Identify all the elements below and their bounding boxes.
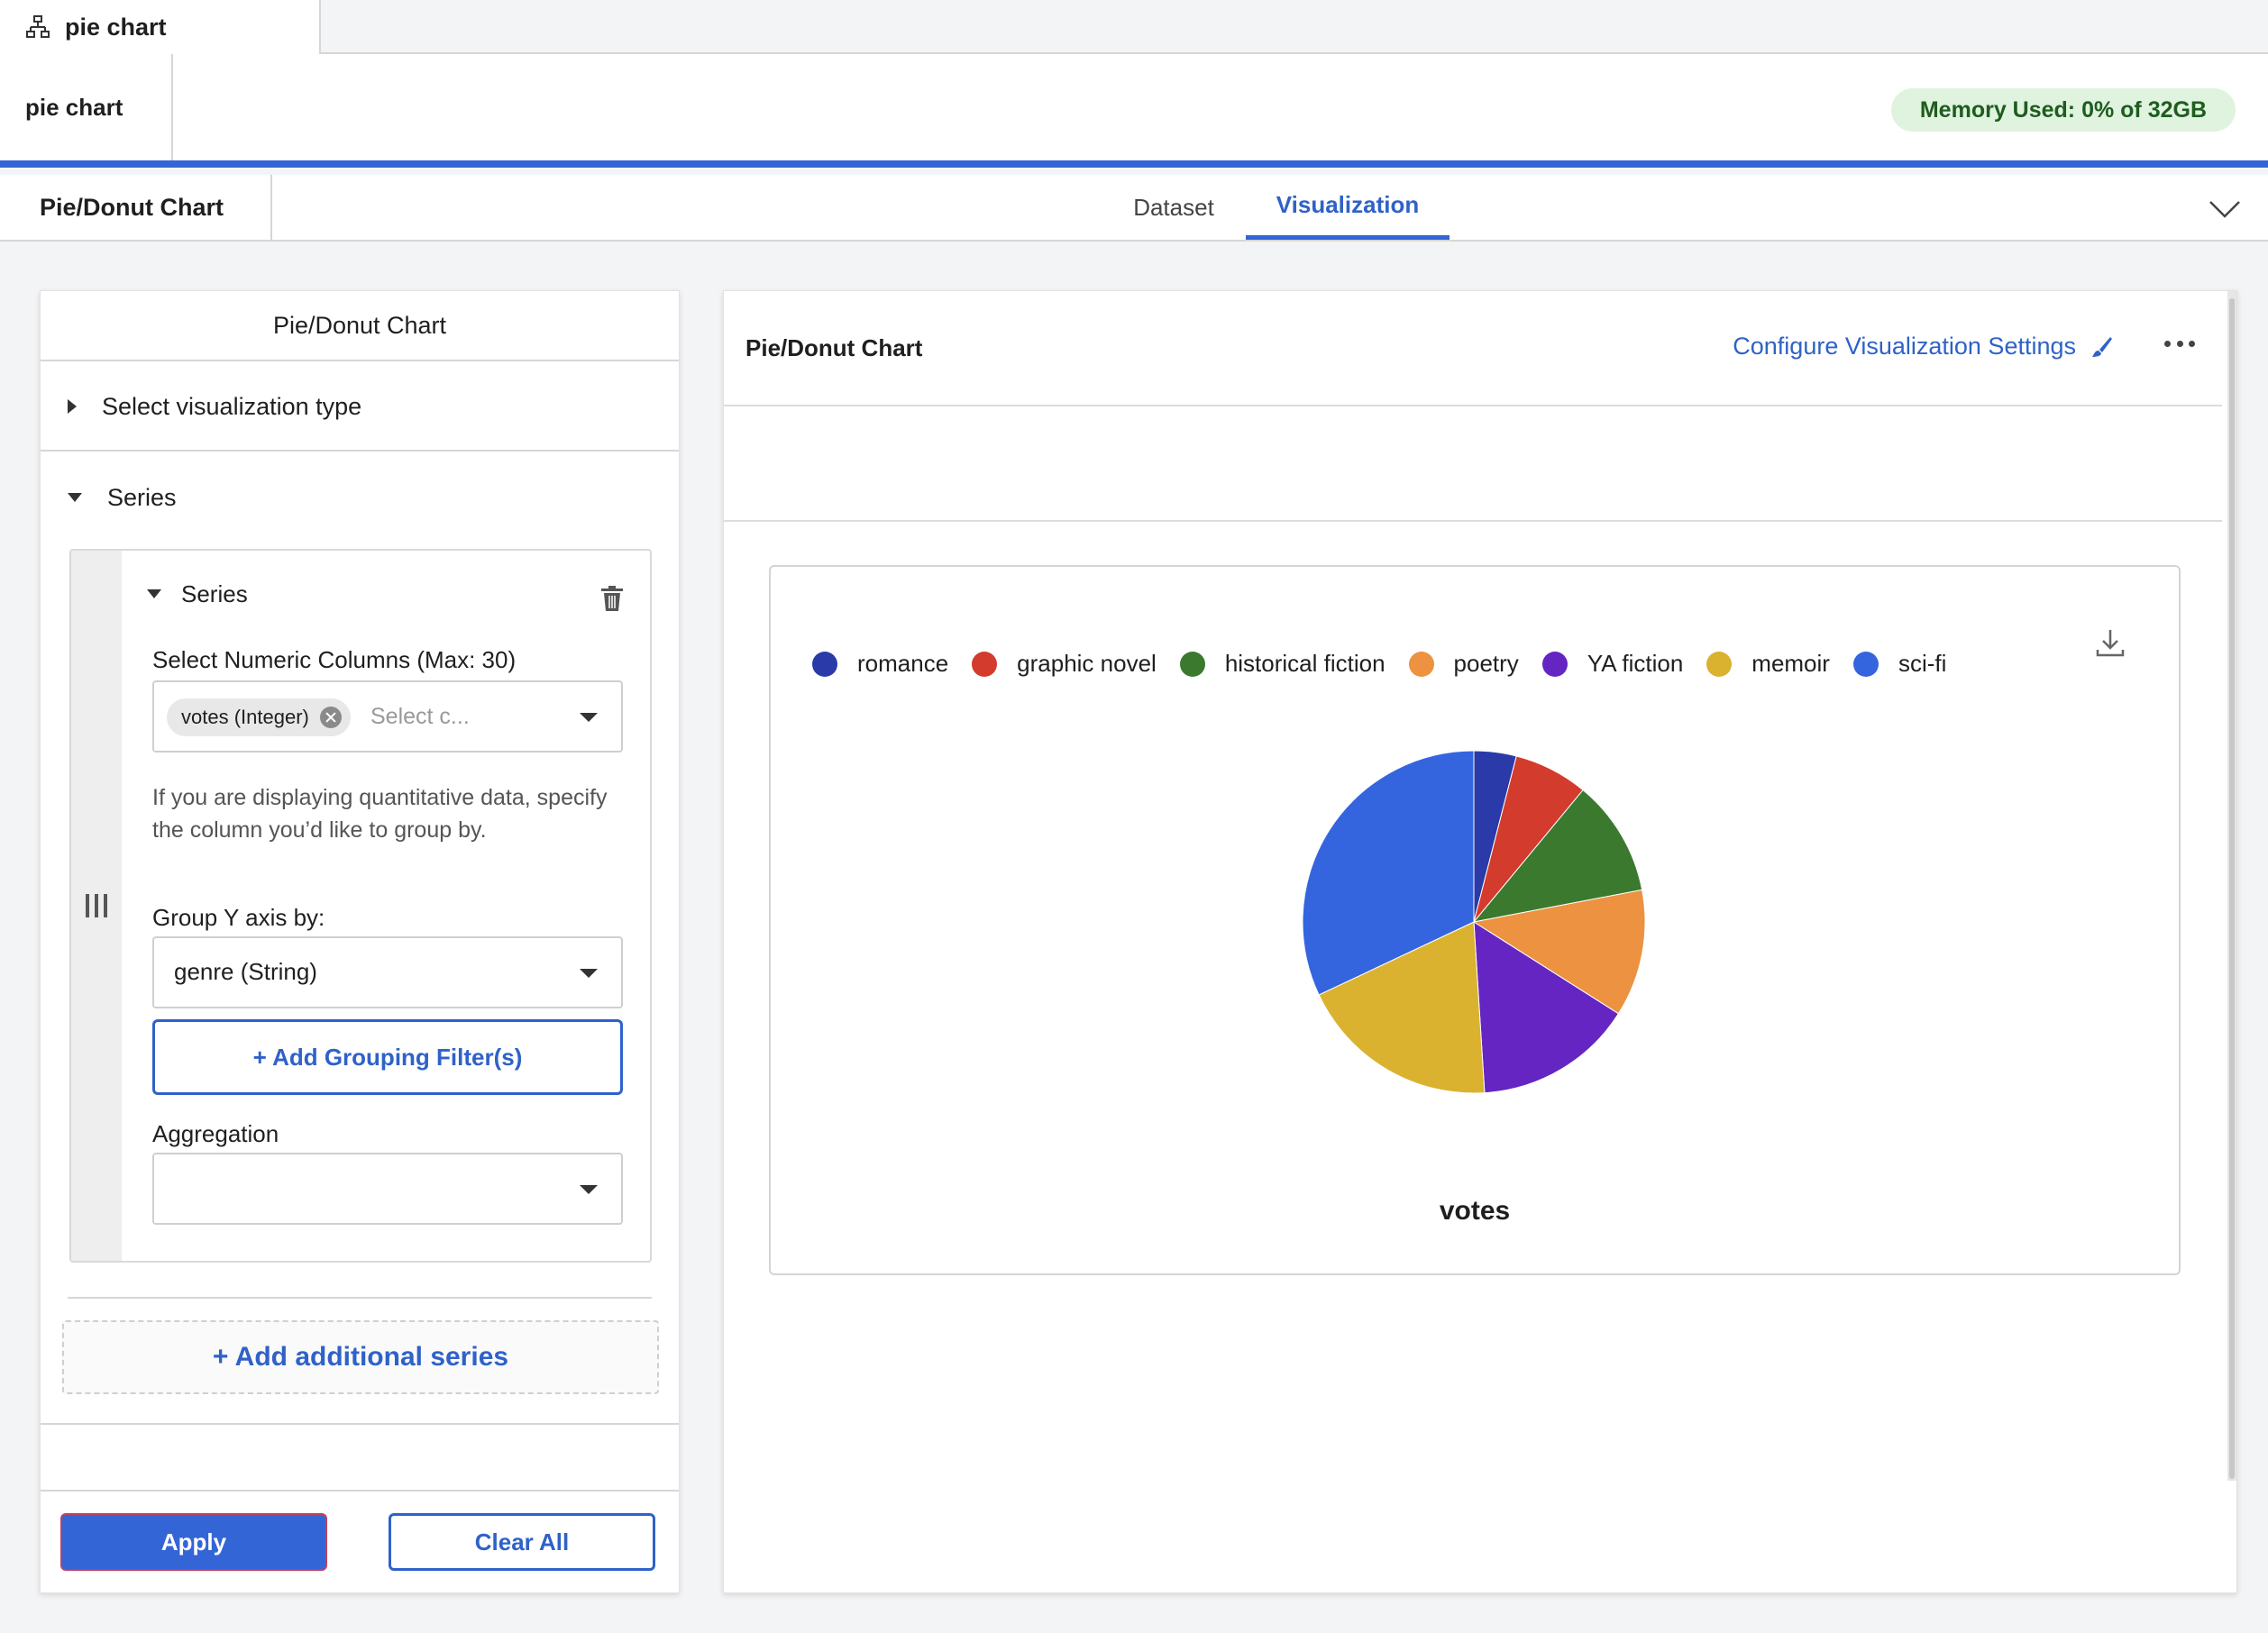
legend-item[interactable]: memoir <box>1706 650 1830 678</box>
configure-settings-label: Configure Visualization Settings <box>1733 333 2076 360</box>
section-label: Select visualization type <box>102 392 362 420</box>
chip-label: votes (Integer) <box>181 706 309 728</box>
legend-swatch <box>1408 651 1434 677</box>
clear-all-button[interactable]: Clear All <box>389 1513 655 1571</box>
section-series[interactable]: Series <box>41 453 679 542</box>
pie-slice-memoir[interactable] <box>1318 921 1486 1094</box>
aggregation-label: Aggregation <box>152 1120 279 1147</box>
section-label: Series <box>107 483 177 511</box>
pie-slice-poetry[interactable] <box>1472 889 1646 1015</box>
legend-swatch <box>1541 651 1568 677</box>
column-chip: votes (Integer) <box>167 698 351 736</box>
pie-slice-ya-fiction[interactable] <box>1473 921 1620 1094</box>
numeric-columns-label: Select Numeric Columns (Max: 30) <box>152 646 517 673</box>
caret-down-icon <box>580 713 598 722</box>
header-title: pie chart <box>0 54 173 160</box>
more-options-icon[interactable] <box>2164 338 2195 349</box>
caret-down-icon <box>147 589 161 598</box>
legend-label: graphic novel <box>1017 650 1157 677</box>
series-title: Series <box>181 579 248 607</box>
legend-item[interactable]: YA fiction <box>1541 650 1684 678</box>
close-icon[interactable] <box>319 707 342 728</box>
top-tab-label: pie chart <box>65 13 167 41</box>
legend-label: YA fiction <box>1587 650 1684 677</box>
chevron-down-icon[interactable] <box>2207 191 2243 227</box>
caret-down-icon <box>580 969 598 978</box>
add-series-button[interactable]: + Add additional series <box>62 1320 659 1394</box>
scrollbar[interactable] <box>2227 291 2236 1481</box>
pie-slice-historical-fiction[interactable] <box>1472 789 1643 923</box>
caret-right-icon <box>68 399 77 414</box>
legend-label: sci-fi <box>1898 650 1947 677</box>
legend-label: historical fiction <box>1224 650 1385 677</box>
legend-item[interactable]: poetry <box>1408 650 1519 678</box>
legend-item[interactable]: historical fiction <box>1179 650 1385 678</box>
chart-legend: romance graphic novel historical fiction po… <box>812 650 1970 678</box>
trash-icon[interactable] <box>599 585 625 612</box>
pie-chart <box>1302 750 1646 1094</box>
divider <box>68 1297 652 1299</box>
caret-down-icon <box>68 493 82 502</box>
configure-settings-link[interactable]: Configure Visualization Settings <box>1733 333 2114 360</box>
numeric-placeholder: Select c... <box>370 704 470 729</box>
series-card: Series Select Numeric Columns (Max: 30) … <box>69 549 652 1263</box>
section-visualization-type[interactable]: Select visualization type <box>41 363 679 452</box>
legend-item[interactable]: romance <box>812 650 948 678</box>
series-toggle[interactable]: Series <box>147 576 248 612</box>
download-icon[interactable] <box>2092 625 2128 661</box>
memory-badge: Memory Used: 0% of 32GB <box>1890 88 2236 132</box>
tab-dataset[interactable]: Dataset <box>1133 193 1214 221</box>
series-config-panel: Pie/Donut Chart Select visualization typ… <box>40 290 680 1593</box>
scrollbar-thumb[interactable] <box>2229 298 2235 1479</box>
legend-swatch <box>972 651 998 677</box>
header: pie chart Memory Used: 0% of 32GB <box>0 54 2268 168</box>
group-by-select[interactable]: genre (String) <box>152 936 623 1008</box>
pie-slice-sci-fi[interactable] <box>1302 750 1475 996</box>
nav-bar: Pie/Donut Chart Dataset Visualization <box>0 175 2268 242</box>
panel-title: Pie/Donut Chart <box>41 291 679 361</box>
legend-swatch <box>812 651 837 677</box>
aggregation-select[interactable] <box>152 1153 623 1225</box>
legend-item[interactable]: sci-fi <box>1852 650 1947 678</box>
group-by-value: genre (String) <box>174 958 317 985</box>
add-grouping-filter-button[interactable]: + Add Grouping Filter(s) <box>152 1019 623 1095</box>
divider <box>41 1423 679 1425</box>
group-by-label: Group Y axis by: <box>152 904 325 931</box>
drag-handle-icon[interactable] <box>71 551 122 1261</box>
legend-swatch <box>1179 651 1205 677</box>
caret-down-icon <box>580 1185 598 1194</box>
brush-icon <box>2092 336 2112 357</box>
legend-label: memoir <box>1751 650 1830 677</box>
visualization-panel: Pie/Donut Chart Configure Visualization … <box>723 290 2237 1593</box>
nav-title: Pie/Donut Chart <box>0 175 272 240</box>
legend-item[interactable]: graphic novel <box>972 650 1157 678</box>
top-tab-bar: pie chart <box>0 0 2268 54</box>
divider <box>724 520 2222 522</box>
legend-swatch <box>1706 651 1733 677</box>
network-icon <box>26 15 50 38</box>
legend-label: romance <box>857 650 949 677</box>
legend-label: poetry <box>1453 650 1519 677</box>
legend-swatch <box>1852 651 1879 677</box>
divider <box>724 405 2222 406</box>
visualization-title: Pie/Donut Chart <box>745 334 923 361</box>
chart-x-label: votes <box>1439 1196 1511 1226</box>
numeric-columns-select[interactable]: votes (Integer) Select c... <box>152 680 623 753</box>
panel-footer: Apply Clear All <box>41 1490 679 1592</box>
tab-visualization[interactable]: Visualization <box>1246 175 1450 240</box>
top-tab[interactable]: pie chart <box>0 0 321 54</box>
apply-button[interactable]: Apply <box>60 1513 327 1571</box>
help-text: If you are displaying quantitative data,… <box>152 785 608 843</box>
chart-card: romance graphic novel historical fiction po… <box>769 565 2181 1275</box>
